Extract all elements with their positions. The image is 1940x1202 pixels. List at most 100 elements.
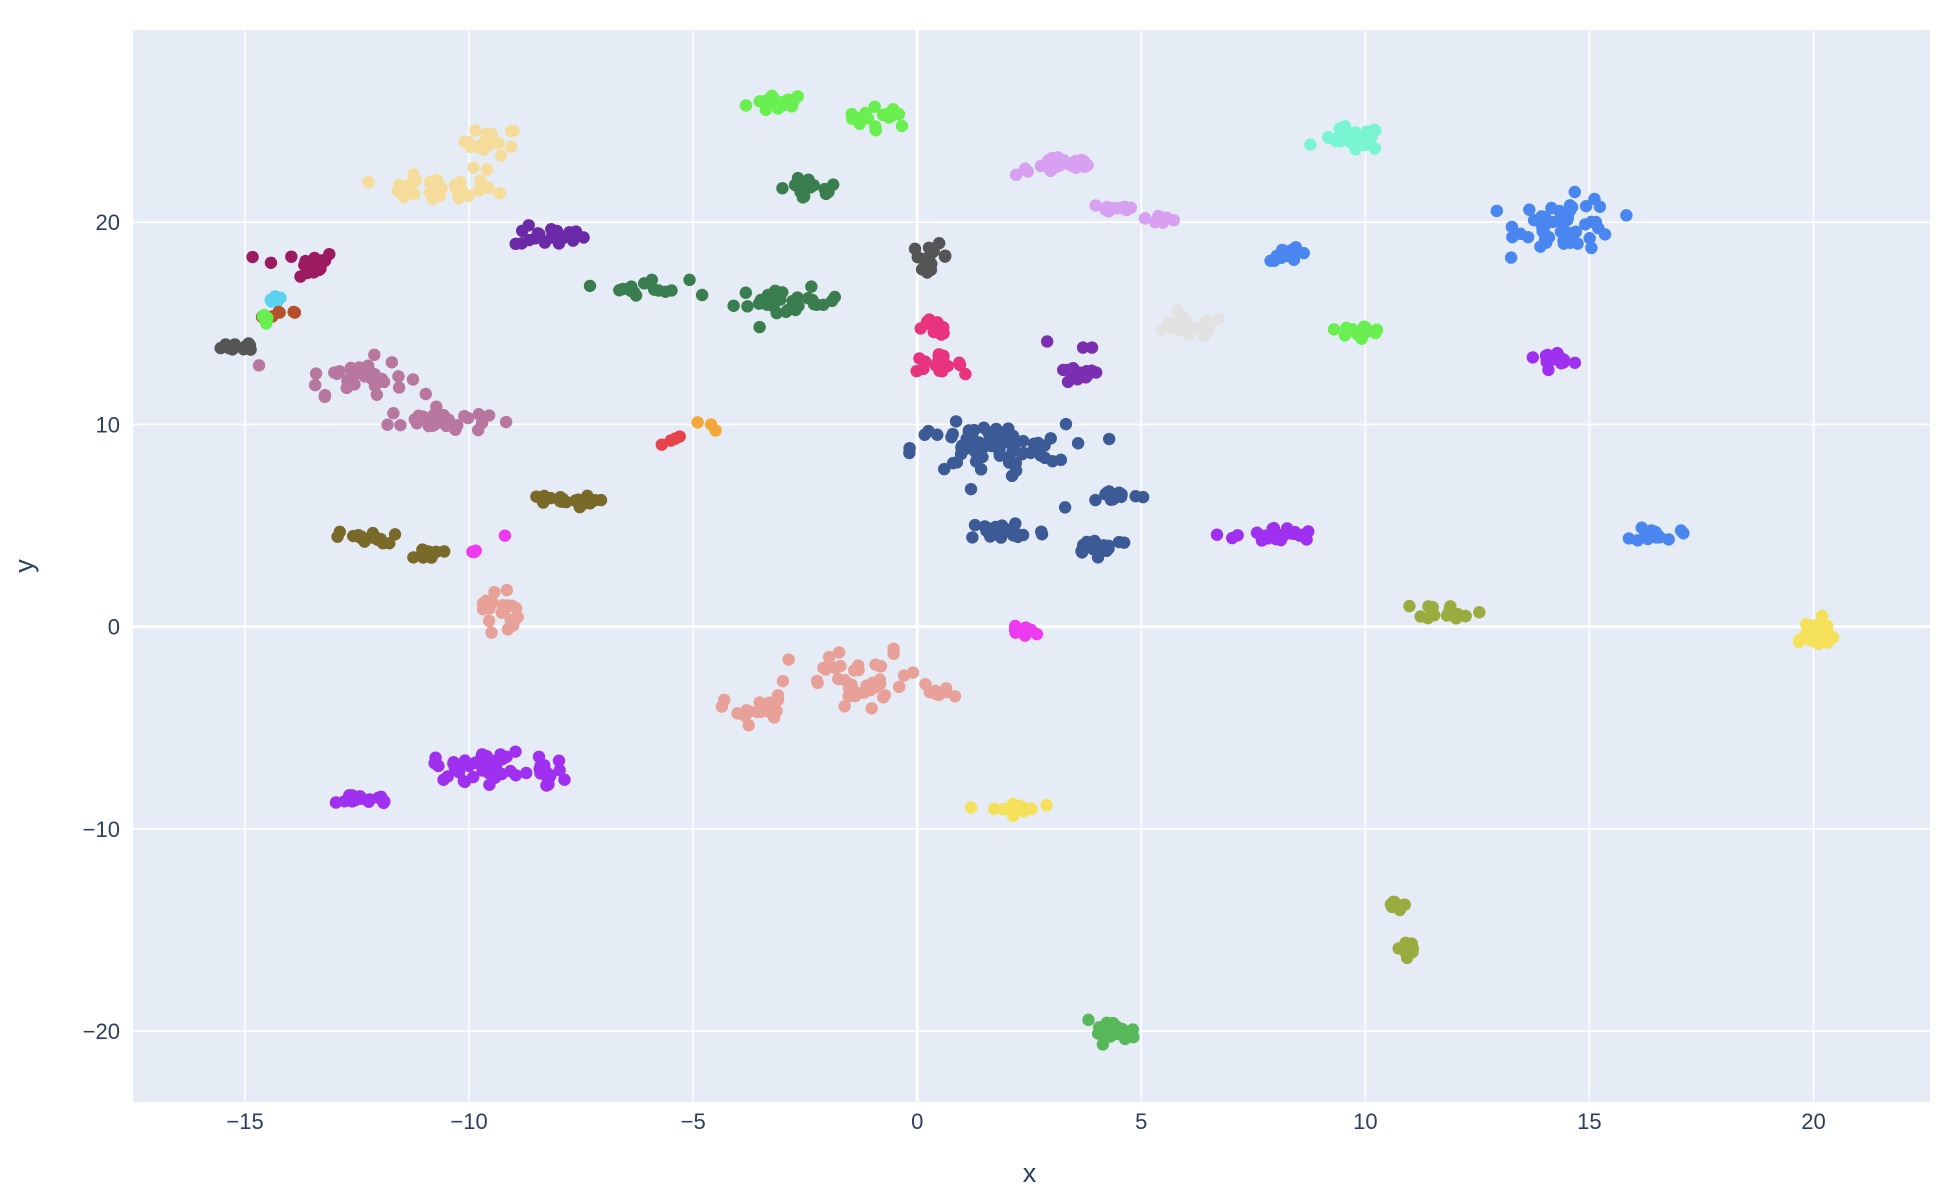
scatter-point [1226, 531, 1239, 545]
scatter-point [329, 796, 343, 809]
scatter-point [918, 428, 931, 441]
scatter-point [797, 190, 811, 203]
scatter-point [1304, 138, 1317, 151]
scatter-point [1054, 453, 1068, 467]
scatter-point [893, 680, 906, 694]
scatter-point [869, 658, 882, 671]
scatter-point [1385, 900, 1399, 914]
scatter-point [1505, 220, 1519, 234]
scatter-point [482, 767, 496, 780]
scatter-point [776, 182, 789, 195]
scatter-point [1622, 532, 1636, 545]
scatter-point [1035, 525, 1048, 538]
scatter-point [368, 348, 381, 362]
scatter-point [1068, 371, 1081, 384]
scatter-point [851, 659, 865, 672]
scatter-point [845, 112, 859, 126]
scatter-point [739, 99, 753, 112]
scatter-point [984, 530, 997, 543]
scatter-point [1100, 1016, 1113, 1030]
scatter-point [333, 525, 346, 539]
scatter-point [552, 754, 566, 767]
scatter-point [412, 409, 425, 422]
scatter-point [492, 753, 506, 767]
scatter-point [1360, 128, 1374, 141]
scatter-point [1563, 199, 1577, 212]
scatter-point [462, 189, 475, 202]
scatter-point [1568, 185, 1581, 199]
scatter-point [520, 766, 533, 780]
scatter-point [918, 355, 932, 368]
scatter-point [887, 647, 900, 660]
scatter-point [474, 174, 487, 187]
scatter-point [1079, 366, 1092, 380]
scatter-point [806, 293, 819, 307]
scatter-point [471, 423, 485, 437]
scatter-point [1009, 168, 1023, 182]
scatter-point [377, 375, 391, 389]
scatter-point [741, 300, 754, 313]
scatter-point [761, 93, 775, 106]
scatter-point [299, 254, 312, 268]
scatter-point [691, 416, 704, 429]
scatter-point [494, 149, 508, 162]
scatter-point [328, 366, 341, 379]
plot-area [133, 30, 1930, 1102]
scatter-point [829, 661, 842, 675]
scatter-point [480, 163, 494, 176]
scatter-point [873, 677, 887, 691]
scatter-point [485, 626, 498, 639]
scatter-point [1007, 804, 1021, 818]
scatter-point [1091, 1027, 1105, 1040]
scatter-point [353, 790, 367, 803]
scatter-point [226, 343, 239, 356]
scatter-point [868, 100, 881, 113]
scatter-point [1120, 203, 1133, 217]
scatter-point [964, 801, 978, 814]
scatter-point [1549, 352, 1563, 366]
scatter-point [1102, 432, 1116, 446]
scatter-point [583, 279, 597, 293]
scatter-point [261, 311, 274, 324]
scatter-point [789, 92, 802, 105]
scatter-point [419, 387, 433, 401]
scatter-point [1002, 456, 1016, 469]
x-tick-label: 15 [1577, 1109, 1601, 1134]
scatter-point [776, 674, 790, 688]
scatter-point [1527, 213, 1541, 227]
scatter-point [859, 106, 872, 120]
scatter-point [472, 184, 485, 197]
scatter-point [754, 705, 768, 718]
scatter-point [1009, 464, 1023, 477]
scatter-point [1297, 246, 1310, 260]
scatter-point [1255, 534, 1269, 547]
y-tick-label: −10 [83, 817, 120, 842]
scatter-point [683, 273, 696, 287]
scatter-point [482, 181, 495, 195]
scatter-point [659, 285, 672, 298]
x-tick-label: −15 [226, 1109, 263, 1134]
scatter-point [477, 143, 490, 156]
scatter-point [1557, 211, 1571, 224]
scatter-point [999, 523, 1012, 536]
scatter-point [1579, 199, 1593, 213]
scatter-point [1288, 525, 1302, 539]
scatter-point [895, 119, 909, 133]
scatter-point [1096, 1038, 1110, 1051]
scatter-point [541, 771, 554, 784]
scatter-point [1030, 627, 1044, 641]
scatter-point [960, 442, 973, 455]
scatter-point [288, 306, 302, 319]
scatter-point [482, 409, 496, 422]
x-tick-label: 20 [1801, 1109, 1825, 1134]
scatter-point [1044, 164, 1057, 178]
scatter-point [753, 696, 766, 709]
y-tick-label: −20 [83, 1019, 120, 1044]
scatter-point [252, 359, 266, 372]
scatter-point [914, 322, 927, 335]
scatter-point [782, 653, 795, 666]
scatter-point [760, 298, 774, 311]
scatter-point [1523, 203, 1536, 216]
scatter-point [1017, 805, 1030, 818]
